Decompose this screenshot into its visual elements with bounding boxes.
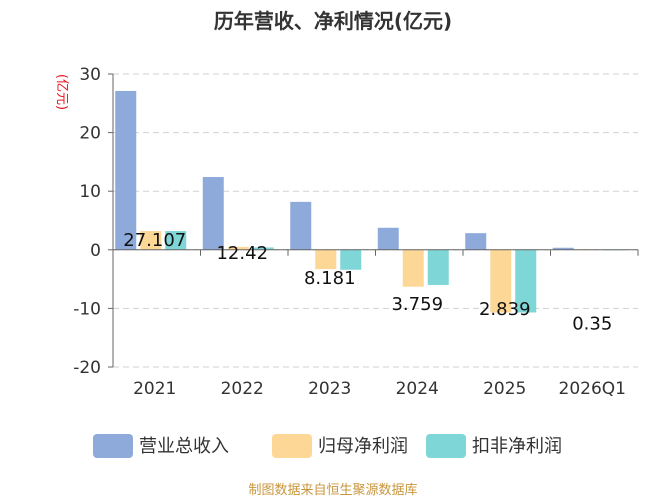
legend-swatch xyxy=(272,434,312,458)
y-tick-label: 0 xyxy=(90,241,101,261)
grid-lines xyxy=(113,73,638,368)
bar-net-profit-2022 xyxy=(227,246,249,250)
data-label: 0.35 xyxy=(572,314,612,335)
x-tick-label: 2024 xyxy=(396,379,439,399)
bar-revenue-2024 xyxy=(377,227,399,250)
bar-revenue-2022 xyxy=(202,177,224,250)
bar-net-profit-2025 xyxy=(490,249,512,313)
y-tick-label: 30 xyxy=(79,65,101,85)
y-tick-label: -20 xyxy=(73,358,101,378)
legend-swatch xyxy=(93,434,133,458)
legend-label: 营业总收入 xyxy=(139,436,229,457)
legend-label: 扣非净利润 xyxy=(472,436,562,457)
y-tick-label: -10 xyxy=(73,299,101,319)
bar-net-profit-2021 xyxy=(140,231,162,250)
bar-revenue-2025 xyxy=(465,233,487,250)
y-tick-label: 10 xyxy=(79,182,101,202)
bar-net-profit-excl-2022 xyxy=(252,247,274,250)
legend: 营业总收入 归母净利润 扣非净利润 xyxy=(93,434,562,458)
bar-net-profit-2024 xyxy=(402,249,424,287)
data-label: 12.42 xyxy=(216,243,268,264)
x-tick-label: 2026Q1 xyxy=(559,379,626,399)
legend-swatch xyxy=(426,434,466,458)
bar-net-profit-excl-2021 xyxy=(165,231,187,250)
data-label: 27.107 xyxy=(123,230,186,251)
x-tick-label: 2022 xyxy=(221,379,264,399)
data-label: 2.839 xyxy=(479,299,531,320)
axes: 30 20 10 0 -10 -20 2021 2022 2023 2024 2025 2026Q1 xyxy=(73,65,639,399)
x-tick-label: 2025 xyxy=(483,379,526,399)
y-tick-label: 20 xyxy=(79,124,101,144)
bar-net-profit-excl-2023 xyxy=(340,249,362,270)
bars xyxy=(115,90,624,313)
data-label: 3.759 xyxy=(391,294,443,315)
bar-net-profit-excl-2025 xyxy=(515,249,537,313)
bar-net-profit-excl-2024 xyxy=(427,249,449,285)
legend-label: 归母净利润 xyxy=(318,436,408,457)
x-tick-label: 2023 xyxy=(308,379,351,399)
bar-revenue-2023 xyxy=(290,201,312,250)
bar-revenue-2026q1 xyxy=(552,247,574,250)
data-labels: 27.107 12.42 8.181 3.759 2.839 0.35 xyxy=(123,230,612,335)
bar-revenue-2021 xyxy=(115,90,137,250)
source-note: 制图数据来自恒生聚源数据库 xyxy=(248,482,417,498)
bar-net-profit-2023 xyxy=(315,249,337,270)
chart-title: 历年营收、净利情况(亿元) xyxy=(214,9,452,33)
data-label: 8.181 xyxy=(304,268,356,289)
y-axis-label: (亿元) xyxy=(54,74,69,110)
x-tick-label: 2021 xyxy=(133,379,176,399)
